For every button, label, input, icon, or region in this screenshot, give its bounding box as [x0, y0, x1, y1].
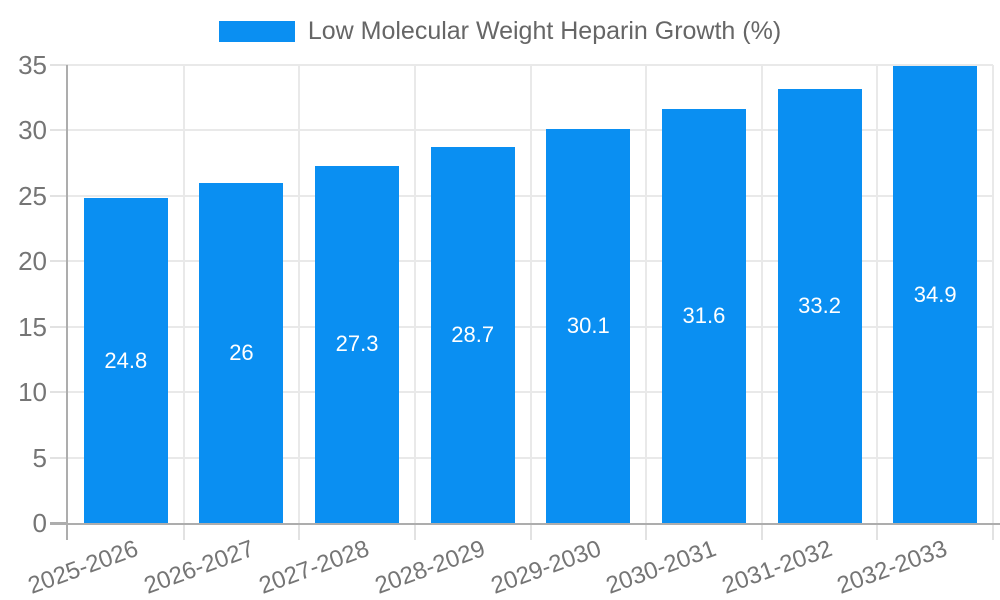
bar-2027-2028[interactable] — [315, 166, 399, 523]
x-axis-label: 2025-2026 — [24, 535, 142, 600]
x-axis-label: 2031-2032 — [718, 535, 836, 600]
y-axis-tick-label: 10 — [18, 377, 47, 407]
x-axis-label: 2027-2028 — [255, 535, 373, 600]
gridline-vertical — [992, 65, 994, 523]
y-axis-tick — [50, 391, 68, 393]
y-axis-tick — [50, 195, 68, 197]
bar-2032-2033[interactable] — [893, 66, 977, 523]
x-axis-label: 2030-2031 — [602, 535, 720, 600]
bar-value-label: 31.6 — [682, 303, 726, 329]
x-axis-tick — [876, 523, 878, 540]
y-axis-tick-label: 25 — [18, 181, 47, 211]
gridline-vertical — [761, 65, 763, 523]
gridline-vertical — [876, 65, 878, 523]
bar-2028-2029[interactable] — [431, 147, 515, 523]
bar-2030-2031[interactable] — [662, 109, 746, 523]
bar-value-label: 27.3 — [335, 331, 379, 357]
y-axis-tick-label: 0 — [32, 508, 47, 538]
x-axis-label: 2032-2033 — [833, 535, 952, 600]
y-axis-tick-label: 20 — [18, 246, 47, 276]
x-axis-label: 2026-2027 — [140, 535, 258, 600]
bar-2025-2026[interactable] — [84, 198, 168, 523]
y-axis-tick-label: 30 — [18, 115, 47, 145]
x-axis-tick — [414, 523, 416, 540]
legend-swatch-icon — [218, 20, 295, 42]
x-axis-label: 2029-2030 — [487, 535, 605, 600]
gridline-vertical — [183, 65, 185, 523]
y-axis-tick — [50, 64, 68, 66]
y-axis-tick-label: 15 — [18, 312, 47, 342]
bar-2029-2030[interactable] — [546, 129, 630, 523]
bar-value-label: 34.9 — [913, 281, 957, 307]
bar-2026-2027[interactable] — [199, 183, 283, 523]
gridline-vertical — [414, 65, 416, 523]
bar-value-label: 30.1 — [566, 313, 610, 339]
x-axis-tick — [298, 523, 300, 540]
legend-label: Low Molecular Weight Heparin Growth (%) — [307, 16, 782, 45]
y-axis-tick-label: 35 — [18, 50, 47, 80]
x-axis-line — [50, 523, 1000, 525]
gridline-vertical — [530, 65, 532, 523]
x-axis-tick — [761, 523, 763, 540]
y-axis-tick — [50, 129, 68, 131]
y-axis-tick — [50, 260, 68, 262]
y-axis-line — [66, 65, 68, 540]
y-axis-tick — [50, 326, 68, 328]
y-axis-tick-label: 5 — [32, 443, 47, 473]
x-axis-tick — [183, 523, 185, 540]
legend[interactable]: Low Molecular Weight Heparin Growth (%) — [0, 16, 1000, 46]
gridline-vertical — [645, 65, 647, 523]
bar-value-label: 24.8 — [104, 347, 148, 373]
x-axis-label: 2028-2029 — [371, 535, 489, 600]
x-axis-tick — [645, 523, 647, 540]
x-axis-tick — [530, 523, 532, 540]
y-axis-tick — [50, 457, 68, 459]
bar-value-label: 33.2 — [798, 292, 841, 318]
bar-value-label: 28.7 — [451, 322, 495, 348]
x-axis-tick — [992, 523, 994, 540]
bar-2031-2032[interactable] — [778, 89, 862, 523]
bar-value-label: 26 — [229, 339, 254, 365]
gridline-vertical — [298, 65, 300, 523]
